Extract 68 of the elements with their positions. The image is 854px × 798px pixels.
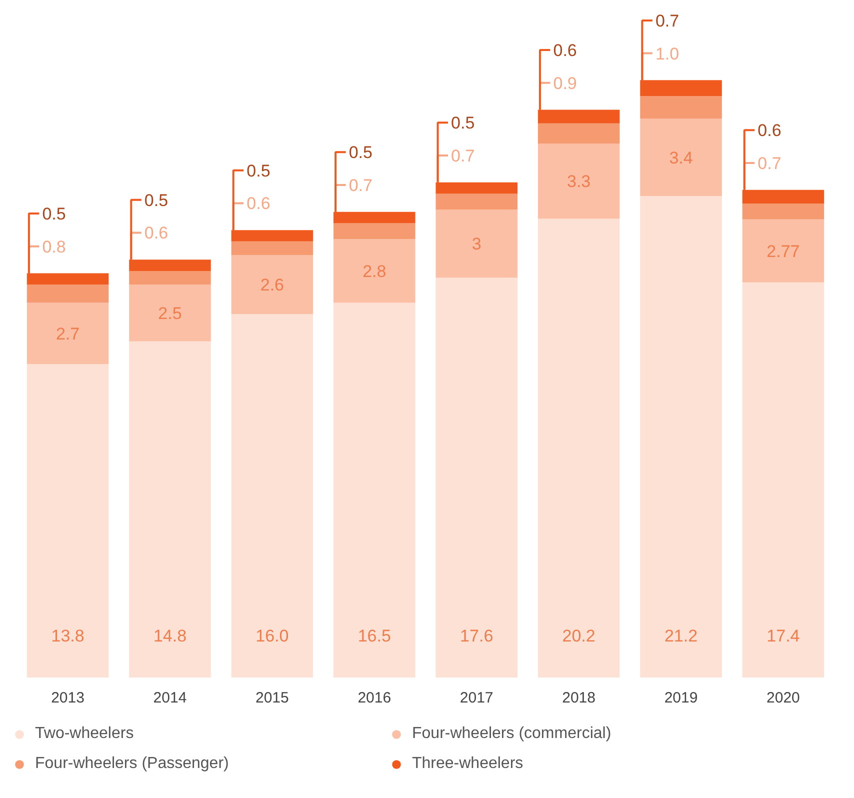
data-label: 2.8 [362, 262, 386, 281]
data-label: 2.7 [56, 324, 80, 344]
data-label: 16.0 [256, 626, 289, 646]
data-label: 3.4 [669, 148, 693, 168]
data-label: 0.6 [758, 121, 782, 140]
bar [742, 282, 824, 678]
bar [436, 278, 518, 678]
legend-label: Four-wheelers (commercial) [412, 725, 612, 743]
x-tick-label: 2019 [664, 690, 698, 706]
data-label: 0.6 [246, 194, 270, 214]
data-label: 0.5 [42, 204, 66, 224]
data-label: 20.2 [562, 626, 596, 646]
legend-label: Two-wheelers [35, 725, 135, 743]
data-label: 0.5 [348, 143, 372, 162]
bar [129, 284, 211, 342]
data-label: 0.7 [451, 146, 475, 166]
bar [334, 302, 416, 678]
data-label: 0.7 [348, 176, 372, 196]
data-label: 14.8 [153, 626, 187, 646]
legend-label: Four-wheelers (Passenger) [35, 755, 230, 773]
bar [742, 219, 824, 282]
bar [742, 204, 824, 220]
bar [26, 284, 109, 303]
data-label: 2.77 [766, 242, 800, 261]
x-tick-label: 2014 [153, 690, 187, 706]
x-tick-label: 2016 [358, 690, 392, 706]
x-tick-label: 2018 [562, 690, 596, 706]
data-label: 0.8 [42, 237, 66, 256]
bar [334, 223, 416, 240]
bar [538, 218, 620, 678]
data-label: 2.5 [158, 304, 182, 323]
data-label: 17.6 [460, 626, 494, 646]
data-label: 0.9 [553, 74, 577, 93]
bar [640, 196, 722, 678]
bar [231, 241, 314, 256]
data-label: 1.0 [655, 44, 680, 64]
bar [334, 239, 416, 303]
data-label: 16.5 [358, 626, 391, 646]
bar [538, 144, 620, 219]
bar [129, 270, 211, 285]
data-label: 2.6 [260, 276, 284, 295]
data-label: 21.2 [664, 626, 698, 646]
bar [538, 123, 620, 144]
x-tick-label: 2020 [766, 690, 800, 706]
bar [26, 302, 109, 364]
bar [26, 364, 109, 678]
data-label: 0.7 [655, 11, 680, 30]
bar [129, 341, 211, 678]
data-label: 3 [472, 234, 482, 254]
data-label: 3.3 [566, 172, 591, 192]
x-tick-label: 2017 [460, 690, 494, 706]
data-label: 13.8 [51, 626, 84, 646]
legend-label: Three-wheelers [412, 755, 524, 773]
x-tick-label: 2015 [256, 690, 289, 706]
bar [436, 210, 518, 278]
bar [640, 118, 722, 196]
x-tick-label: 2013 [51, 690, 84, 706]
bar [231, 314, 314, 678]
data-label: 17.4 [766, 626, 800, 646]
data-label: 0.6 [553, 40, 577, 60]
data-label: 0.5 [144, 190, 168, 210]
data-label: 0.6 [144, 224, 168, 243]
bar [231, 255, 314, 314]
data-label: 0.5 [246, 161, 270, 180]
data-label: 0.5 [451, 114, 475, 133]
data-label: 0.7 [758, 154, 782, 173]
bar [640, 96, 722, 119]
bar [436, 194, 518, 210]
